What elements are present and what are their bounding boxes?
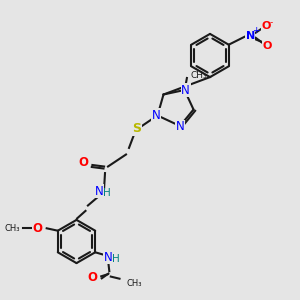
Text: CH₃: CH₃	[126, 279, 142, 288]
Text: CH₃: CH₃	[190, 70, 207, 80]
Text: H: H	[103, 188, 111, 198]
Text: O: O	[33, 222, 43, 235]
Text: S: S	[132, 122, 141, 136]
Text: O: O	[262, 41, 272, 51]
Text: O: O	[261, 21, 271, 31]
Text: O: O	[87, 271, 97, 284]
Text: CH₃: CH₃	[4, 224, 20, 233]
Text: N: N	[176, 120, 184, 133]
Text: N: N	[246, 31, 255, 41]
Text: N: N	[94, 185, 103, 198]
Text: N: N	[152, 109, 160, 122]
Text: O: O	[78, 156, 88, 169]
Text: N: N	[104, 250, 113, 264]
Text: -: -	[270, 18, 273, 27]
Text: +: +	[252, 26, 260, 35]
Text: N: N	[181, 83, 190, 97]
Text: H: H	[112, 254, 120, 265]
